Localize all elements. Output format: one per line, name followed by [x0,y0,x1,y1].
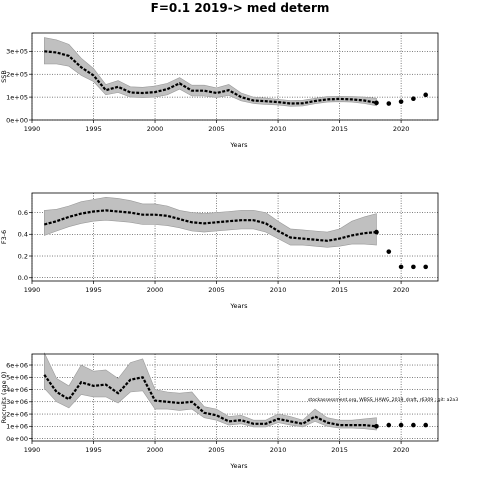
forecast-point [411,264,416,270]
x-tick-label: 2015 [331,125,348,133]
x-axis-label: Years [229,462,248,470]
x-tick-label: 2015 [331,286,348,294]
x-tick-label: 1995 [85,125,102,133]
panels: 1990 1995 2000 2005 2010 2015 2020 0e+00 1e+05 2e… [0,32,439,470]
estimate-line [44,209,377,242]
y-tick-label: 3e+06 [6,398,28,406]
chart-panel-3: 1990 1995 2000 2005 2010 2015 2020 0e+00 1e+06 2e… [0,352,439,470]
y-tick-label: 1e+05 [6,93,28,101]
x-axis-label: Years [229,141,248,149]
estimate-line [43,374,377,428]
x-tick-label: 2000 [147,125,164,133]
x-tick-label: 1990 [24,446,41,454]
source-annotation: stockassessment.org, WBSS_HAWG_2019_draf… [308,397,458,403]
forecast-point [386,101,392,106]
chart-panel-2: 1990 1995 2000 2005 2010 2015 2020 0.0 0.2 0.4 0.6… [0,192,439,310]
y-tick-label: 6e+06 [6,361,28,369]
x-tick-label: 1990 [24,286,41,294]
y-axis-label: SSB [0,70,8,83]
forecast-point [386,422,392,428]
plot-frame [31,353,439,442]
plot-frame [31,32,439,121]
y-tick-label: 2e+05 [6,71,28,79]
confidence-band [44,37,377,107]
forecast-point [423,264,428,270]
x-tick-label: 2000 [147,446,164,454]
forecast-point [374,100,379,106]
forecast-point [398,264,404,270]
x-tick-label: 2005 [208,125,225,133]
y-tick-label: 0.0 [18,274,28,282]
y-tick-label: 0e+00 [6,116,28,124]
x-tick-label: 2020 [393,125,410,133]
y-tick-label: 1e+06 [6,423,28,431]
forecast-point [374,229,379,235]
x-tick-label: 2020 [393,286,410,294]
forecast-point [398,99,404,104]
forecast-point [374,423,379,429]
x-tick-label: 2020 [393,446,410,454]
y-tick-label: 3e+05 [6,48,28,56]
figure-title: F=0.1 2019-> med determ [151,1,330,15]
chart-panel-1: 1990 1995 2000 2005 2010 2015 2020 0e+00 1e+05 2e… [0,32,439,149]
x-tick-label: 2010 [270,446,287,454]
forecast-point [398,422,404,428]
x-tick-label: 2015 [331,446,348,454]
y-tick-label: 0.4 [18,231,28,239]
y-tick-label: 0.6 [18,209,28,217]
x-tick-label: 2005 [208,446,225,454]
forecast-point [423,422,428,428]
estimate-line [44,50,377,105]
forecast-point [411,422,416,428]
forecast-point [411,96,416,102]
forecast-point [423,92,428,98]
y-axis-label: Recruits (age 0) [0,372,8,424]
y-tick-label: 0.2 [18,252,28,260]
confidence-band [44,352,377,431]
x-tick-label: 2005 [208,286,225,294]
y-tick-label: 5e+06 [6,374,28,382]
y-axis-label: F3-6 [0,230,8,244]
x-tick-label: 2000 [147,286,164,294]
x-tick-label: 2010 [270,286,287,294]
x-tick-label: 1990 [24,125,41,133]
x-tick-label: 1995 [85,286,102,294]
y-tick-label: 4e+06 [6,386,28,394]
x-tick-label: 1995 [85,446,102,454]
x-axis-label: Years [229,302,248,310]
plot-frame [31,192,439,282]
y-tick-label: 2e+06 [6,410,28,418]
x-tick-label: 2010 [270,125,287,133]
y-tick-label: 0e+00 [6,435,28,443]
forecast-point [386,249,392,254]
